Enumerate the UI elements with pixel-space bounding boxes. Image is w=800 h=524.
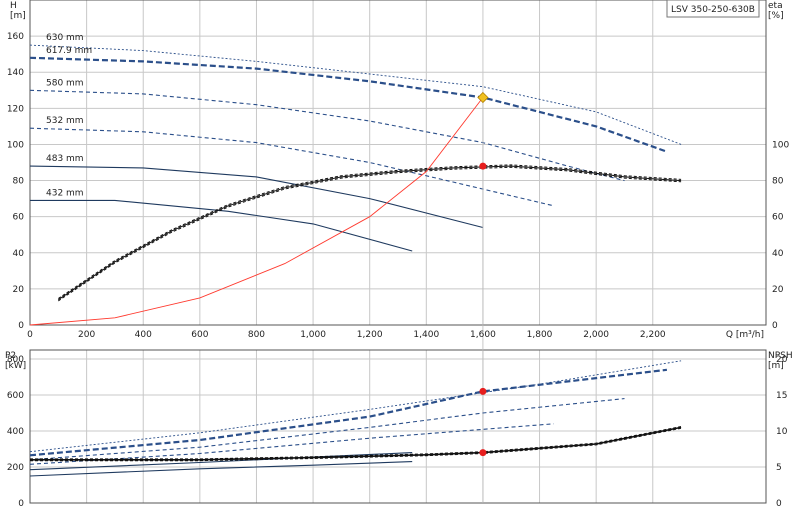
eta-curve: [58, 165, 682, 301]
npsh-curve: [30, 428, 682, 462]
head-curve: [29, 89, 625, 182]
top-y-left-tick-label: 140: [7, 68, 24, 78]
title-box: LSV 350-250-630B: [666, 0, 760, 18]
head-curve-label: 483 mm: [46, 154, 84, 164]
top-x-tick-label: 2,000: [583, 330, 609, 340]
npsh-curve: [30, 426, 682, 460]
axis-labels: 0 200 400 600 800 1,000 1,200 1,400 1,600 1,800 2,…: [5, 1, 793, 509]
bottom-duty-point: [479, 387, 487, 395]
bottom-y-right-tick-label: 0: [776, 499, 782, 509]
head-curve: [29, 127, 554, 207]
eta-curve: [58, 164, 682, 299]
npsh-curve: [30, 426, 682, 461]
top-grid: [29, 0, 767, 326]
bottom-series: [29, 360, 682, 477]
head-curve-label: 580 mm: [46, 78, 84, 88]
power-curve: [29, 360, 682, 453]
top-x-tick-label: 800: [248, 330, 265, 340]
bottom-y-right-label: [m]: [768, 361, 784, 371]
power-curve: [29, 398, 625, 461]
top-y-left-tick-label: 80: [13, 177, 25, 187]
top-x-tick-label: 1,400: [413, 330, 439, 340]
head-curve: [29, 165, 484, 229]
head-curve: [29, 56, 668, 153]
bottom-y-left-tick-label: 0: [18, 499, 24, 509]
top-y-left-tick-label: 120: [7, 104, 24, 114]
top-y-left-label: [m]: [10, 11, 26, 21]
bottom-y-left-label: P2: [5, 351, 16, 361]
bottom-y-right-tick-label: 15: [776, 391, 787, 401]
top-x-tick-label: 1,000: [300, 330, 326, 340]
head-curve-label: 432 mm: [46, 188, 84, 198]
bottom-y-right-tick-label: 5: [776, 463, 782, 473]
top-x-tick-label: 1,200: [357, 330, 383, 340]
head-curve-label: 630 mm: [46, 33, 84, 43]
top-y-left-tick-label: 60: [13, 213, 25, 223]
top-frame: [29, 0, 767, 326]
top-x-tick-label: 2,200: [640, 330, 666, 340]
intersection-point: [477, 91, 489, 104]
system-curve: [29, 97, 484, 326]
top-y-left-tick-label: 160: [7, 32, 24, 42]
top-y-right-label: eta: [768, 1, 783, 11]
head-curve: [30, 199, 413, 252]
top-y-left-tick-label: 0: [18, 321, 24, 331]
bottom-y-left-tick-label: 800: [7, 355, 24, 365]
bottom-y-right-label: NPSH: [768, 351, 793, 361]
top-x-tick-label: 600: [191, 330, 208, 340]
top-x-tick-label: 200: [78, 330, 95, 340]
head-curve-label: 532 mm: [46, 116, 84, 126]
top-y-right-tick-label: 0: [772, 321, 778, 331]
top-x-tick-label: 400: [135, 330, 152, 340]
top-x-tick-label: 1,600: [470, 330, 496, 340]
title-box-text: LSV 350-250-630B: [671, 5, 755, 15]
power-curve: [29, 423, 554, 465]
top-x-tick-label: 1,800: [527, 330, 553, 340]
bottom-y-left-label: [kW]: [5, 361, 26, 371]
top-series: 630 mm 617.9 mm 580 mm 532 mm 483 mm 432 mm: [29, 33, 682, 503]
bottom-frame: [29, 349, 767, 504]
top-y-right-label: [%]: [768, 11, 784, 21]
top-y-left-tick-label: 20: [13, 285, 25, 295]
eta-curve: [58, 166, 682, 302]
top-x-axis-label: Q [m³/h]: [726, 330, 764, 340]
head-curve-label: 617.9 mm: [46, 46, 92, 56]
bottom-y-right-tick-label: 10: [776, 427, 788, 437]
top-y-right-tick-label: 40: [772, 249, 784, 259]
top-y-right-tick-label: 80: [772, 177, 784, 187]
power-curve: [29, 461, 413, 477]
bottom-y-left-tick-label: 400: [7, 427, 24, 437]
duty-point: [479, 162, 487, 170]
top-y-left-label: H: [10, 1, 17, 11]
bottom-y-left-tick-label: 200: [7, 463, 24, 473]
bottom-grid: [29, 349, 767, 504]
top-x-tick-label: 0: [27, 330, 33, 340]
top-y-right-tick-label: 100: [772, 140, 789, 150]
power-curve: [29, 368, 668, 457]
bottom-y-right-tick-label: 20: [776, 355, 788, 365]
top-y-right-tick-label: 20: [772, 285, 784, 295]
top-y-left-tick-label: 100: [7, 140, 24, 150]
top-y-left-tick-label: 40: [13, 249, 25, 259]
top-y-right-tick-label: 60: [772, 213, 784, 223]
bottom-duty-point: [479, 449, 487, 457]
bottom-y-left-tick-label: 600: [7, 391, 24, 401]
head-curve: [29, 44, 682, 145]
